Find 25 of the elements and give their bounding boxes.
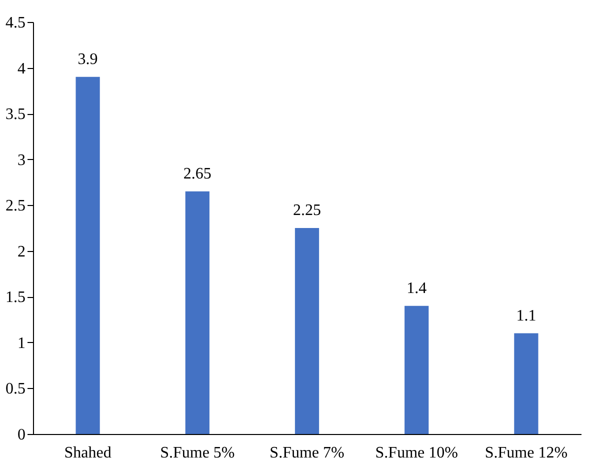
bar — [404, 306, 429, 434]
x-tick-label: S.Fume 5% — [160, 444, 235, 462]
y-tick-label: 4 — [18, 60, 26, 78]
data-label: 2.25 — [293, 202, 321, 219]
y-tick-label: 3 — [18, 152, 26, 169]
bar — [76, 76, 100, 434]
bar — [294, 228, 320, 434]
bar — [185, 191, 210, 434]
x-tick-label: S.Fume 7% — [270, 444, 344, 462]
y-tick-label: 0 — [18, 426, 26, 444]
y-tick-label: 2.5 — [6, 198, 26, 215]
y-tick-label: 0.5 — [6, 380, 26, 398]
bar — [514, 333, 538, 434]
x-tick-label: S.Fume 12% — [484, 444, 568, 462]
y-tick-label: 1.5 — [6, 289, 26, 306]
y-tick-label: 2 — [18, 243, 26, 260]
x-tick-label: Shahed — [64, 444, 112, 462]
y-tick-label: 1 — [18, 334, 26, 352]
data-label: 2.65 — [183, 165, 212, 182]
y-tick-label: 3.5 — [6, 106, 26, 124]
data-label: 3.9 — [78, 50, 98, 68]
y-tick-label: 4.5 — [6, 14, 26, 32]
x-tick-label: S.Fume 10% — [375, 444, 458, 462]
data-label: 1.1 — [516, 307, 536, 324]
data-label: 1.4 — [406, 280, 427, 297]
